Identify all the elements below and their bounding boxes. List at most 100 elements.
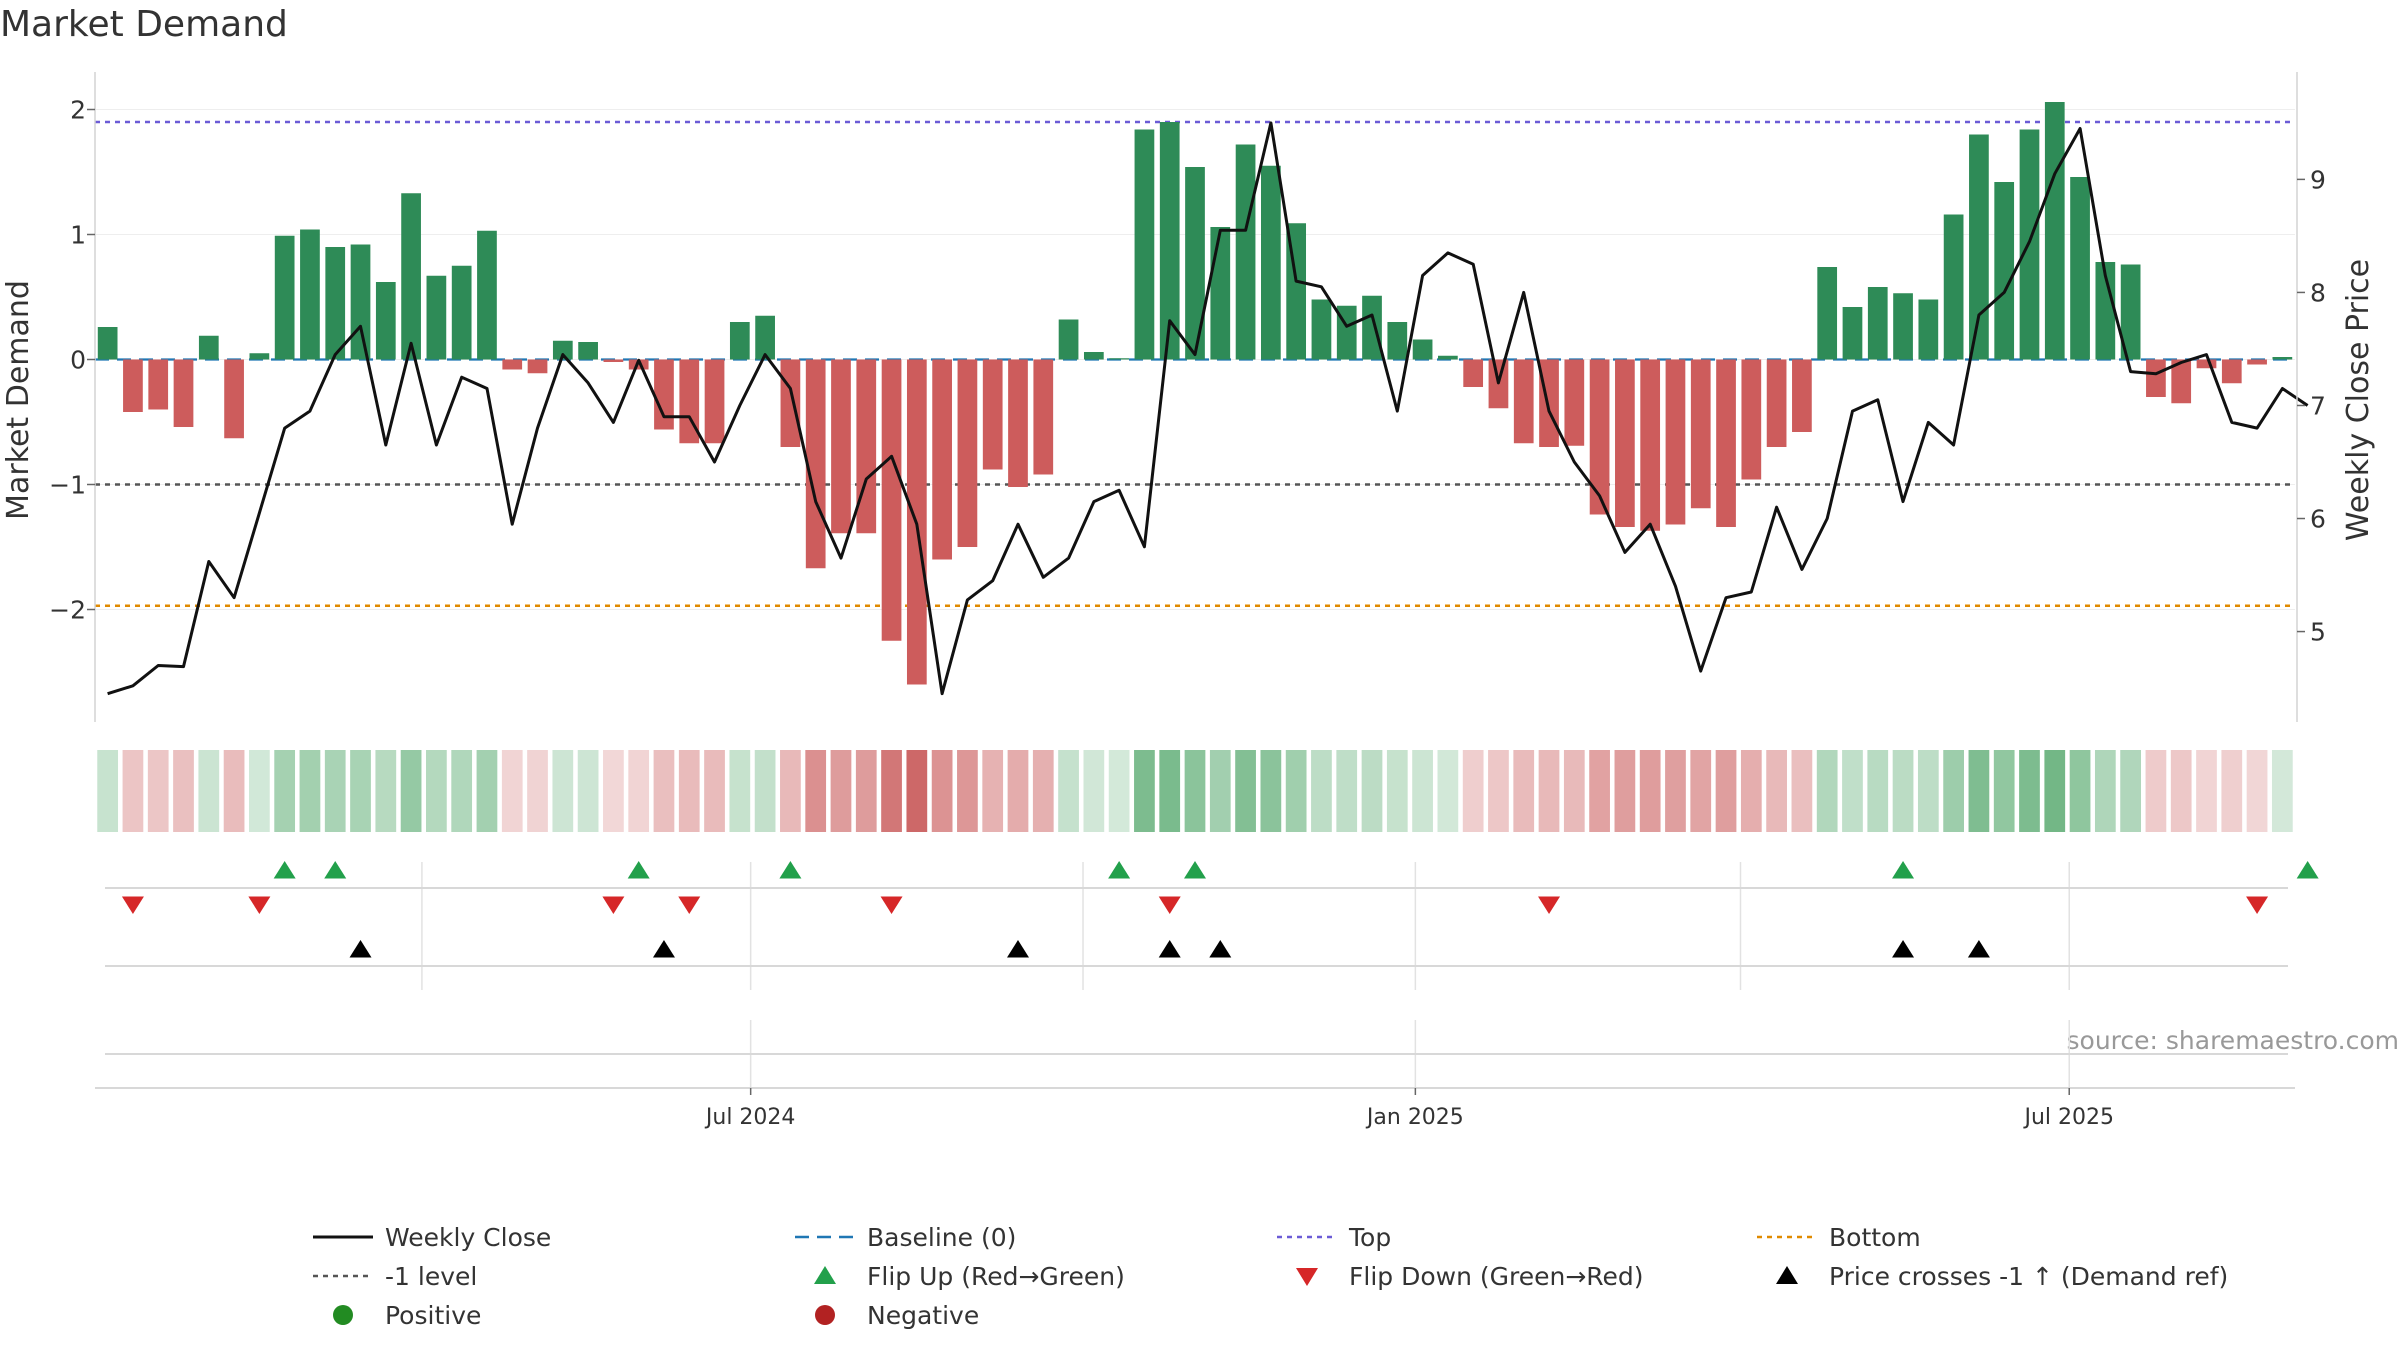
y-axis-left-label: Market Demand	[1, 280, 36, 520]
heat-cell	[198, 750, 220, 832]
weekly-close-line	[107, 121, 2309, 696]
demand-bar	[1362, 295, 1382, 360]
heat-cell	[451, 750, 473, 832]
demand-bar	[1235, 144, 1256, 360]
flip-up-marker	[1108, 861, 1131, 879]
demand-bar	[451, 265, 472, 360]
heat-cell	[2044, 750, 2066, 832]
demand-bar	[1033, 359, 1054, 475]
heat-cell	[704, 750, 725, 832]
heat-cell	[1412, 750, 1433, 832]
demand-bar	[502, 359, 523, 370]
legend-item: Baseline (0)	[795, 1223, 1016, 1252]
heat-cell	[1589, 750, 1610, 832]
demand-bar	[1943, 214, 1964, 360]
flip-up-marker	[324, 861, 347, 879]
y-right-tick-label: 8	[2310, 278, 2326, 307]
demand-bar	[1741, 359, 1762, 480]
legend-label: Price crosses -1 ↑ (Demand ref)	[1829, 1262, 2228, 1291]
demand-bar	[654, 359, 674, 430]
demand-bar	[477, 230, 497, 360]
heat-cell	[2271, 750, 2293, 832]
demand-bar	[300, 229, 320, 360]
demand-bar	[2146, 359, 2166, 397]
demand-bar	[173, 359, 194, 427]
demand-bar	[1387, 322, 1408, 360]
heat-cell	[147, 750, 169, 832]
demand-bar	[1716, 359, 1736, 527]
heat-cell	[173, 750, 194, 832]
demand-bar	[856, 359, 877, 534]
heat-cell	[552, 750, 574, 832]
heat-cell	[982, 750, 1004, 832]
y-left-tick-label: 1	[70, 221, 86, 250]
heat-cell	[1488, 750, 1509, 832]
demand-bar	[1665, 359, 1686, 525]
legend-triangle-down-swatch	[1296, 1268, 1318, 1286]
heat-cell	[1386, 750, 1408, 832]
demand-bar	[527, 359, 548, 374]
flip-down-marker	[678, 896, 701, 914]
heat-cell	[122, 750, 144, 832]
heat-cell	[577, 750, 599, 832]
heat-cell	[1336, 750, 1358, 832]
y-right-tick-label: 7	[2310, 391, 2326, 420]
legend-label: Flip Up (Red→Green)	[867, 1262, 1125, 1291]
price-cross-marker	[652, 940, 675, 958]
legend-triangle-up-swatch	[814, 1266, 836, 1284]
demand-bar	[603, 359, 624, 362]
heat-cell	[1513, 750, 1535, 832]
demand-bar	[249, 353, 270, 360]
heat-cell	[1867, 750, 1889, 832]
price-cross-marker	[1892, 940, 1915, 958]
heat-cell	[1563, 750, 1585, 832]
price-cross-marker	[1209, 940, 1232, 958]
heat-cell	[400, 750, 422, 832]
heat-cell	[1639, 750, 1661, 832]
demand-bar	[1867, 287, 1888, 360]
demand-bar	[1412, 339, 1433, 360]
heat-cell	[1209, 750, 1231, 832]
heat-cell	[1437, 750, 1459, 832]
heat-cell	[350, 750, 371, 832]
source-label: source: sharemaestro.com	[2067, 1026, 2400, 1055]
heat-cell	[1159, 750, 1181, 832]
heat-cell	[729, 750, 751, 832]
demand-bar	[1842, 307, 1863, 360]
heat-cell	[603, 750, 624, 832]
demand-bar	[350, 244, 371, 360]
demand-bar	[148, 359, 169, 410]
x-tick-label: Jul 2024	[704, 1105, 796, 1130]
flip-up-marker	[627, 861, 650, 879]
demand-bar	[2247, 359, 2267, 365]
demand-bar	[1690, 359, 1711, 509]
heat-cell	[1083, 750, 1105, 832]
demand-bar	[1766, 359, 1787, 447]
heat-cell	[931, 750, 953, 832]
demand-bar	[274, 235, 295, 360]
y-right-tick-label: 9	[2310, 165, 2326, 194]
legend-item: Positive	[333, 1301, 481, 1330]
heat-cell	[1058, 750, 1079, 832]
flip-down-marker	[2246, 896, 2269, 914]
heat-cell	[805, 750, 827, 832]
flip-up-marker	[1892, 861, 1915, 879]
flip-down-marker	[880, 896, 903, 914]
demand-bar	[704, 359, 725, 444]
heat-cell	[1791, 750, 1813, 832]
demand-bar	[729, 322, 750, 360]
demand-bar	[1893, 293, 1913, 360]
heat-cell	[426, 750, 447, 832]
heat-cell	[1842, 750, 1863, 832]
heat-cell	[274, 750, 296, 832]
demand-bar	[2171, 359, 2192, 404]
legend-label: Baseline (0)	[867, 1223, 1016, 1252]
heat-cell	[754, 750, 776, 832]
demand-bar	[426, 275, 447, 360]
demand-bar	[1058, 319, 1079, 360]
demand-bar	[2095, 262, 2116, 360]
heat-cell	[476, 750, 498, 832]
heat-cell	[2145, 750, 2167, 832]
demand-bar	[375, 282, 396, 360]
